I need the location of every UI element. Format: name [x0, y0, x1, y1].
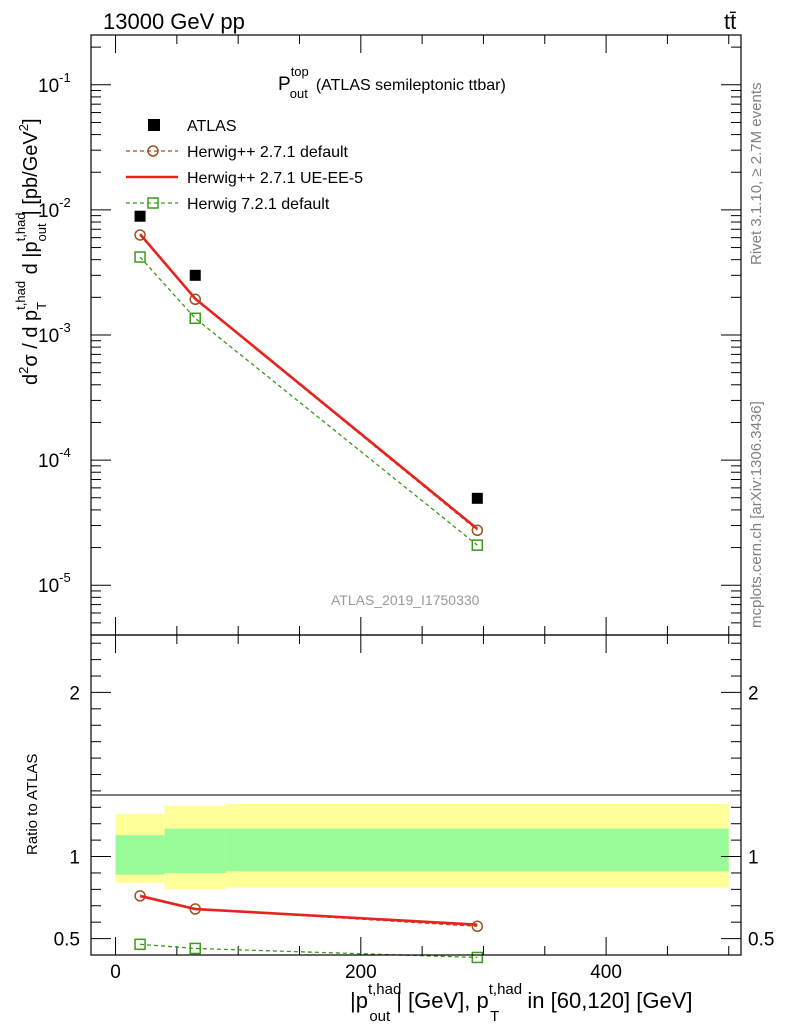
ratio-y-tick-label-right: 0.5 [748, 930, 774, 951]
x-tick-labels: 0 200 400 [110, 962, 622, 983]
main-y-tick-labels: 10-5 10-4 10-3 10-2 10-1 [38, 70, 71, 597]
plot-title-sup: top [291, 64, 309, 79]
y-axis-title-ratio: Ratio to ATLAS [24, 754, 41, 855]
main-herwig7-point-0 [134, 251, 146, 263]
main-herwig7-line [139, 256, 478, 546]
band-inner-0 [115, 835, 165, 875]
header-process: 13000 GeV pp [103, 9, 245, 34]
legend-marker-atlas [148, 119, 160, 131]
ratio-y-tick-label-left: 0.5 [54, 930, 80, 951]
main-herwig7-point-2 [471, 539, 484, 551]
main-axis-ticks [91, 35, 741, 636]
legend-label-herwigpp_default: Herwig++ 2.7.1 default [187, 144, 349, 161]
band-inner-1 [164, 828, 226, 873]
legend-label-herwig7: Herwig 7.2.1 default [187, 196, 330, 213]
ratio-y-tick-label-right: 2 [748, 683, 759, 704]
x-tick-label: 200 [345, 962, 377, 983]
x-tick-label: 0 [110, 962, 121, 983]
ratio-y-tick-label-left: 1 [69, 848, 80, 869]
plot-title: Ptop out (ATLAS semileptonic ttbar) [278, 64, 506, 101]
x-axis-title: |pt,had out| [GeV], pt,had T in [60,120] [… [350, 981, 693, 1024]
legend-marker-herwig7 [147, 197, 159, 209]
legend-label-herwigpp_ueee5: Herwig++ 2.7.1 UE-EE-5 [187, 170, 363, 187]
main-herwig7-point-1 [189, 312, 201, 325]
legend: ATLAS Herwig++ 2.7.1 default Herwig++ 2.7.… [126, 118, 363, 213]
main-y-tick-label: 10-4 [38, 445, 71, 472]
analysis-watermark: ATLAS_2019_I1750330 [331, 592, 480, 608]
ratio-herwig7-point-2 [471, 951, 484, 964]
ratio-herwig7-point-0 [134, 938, 146, 951]
ratio-herwig7-point-1 [189, 942, 201, 955]
main-atlas-point-1 [189, 269, 201, 281]
main-series-group [134, 210, 484, 551]
main-atlas-point-2 [471, 492, 483, 504]
ratio-herwigpp_ueee5-line [139, 894, 478, 926]
plot-title-rest: (ATLAS semileptonic ttbar) [316, 77, 506, 94]
main-atlas-point-0 [134, 210, 146, 222]
ratio-plot-frame [90, 634, 742, 956]
legend-label-atlas: ATLAS [187, 118, 237, 135]
main-herwigpp_default-point-1 [189, 293, 201, 306]
ratio-y-tick-label-left: 2 [69, 683, 80, 704]
main-herwigpp_default-point-0 [134, 229, 146, 241]
header-final-state: tt̄ [724, 9, 736, 34]
band-inner-2 [225, 828, 729, 872]
ratio-y-tick-label-right: 1 [748, 848, 759, 869]
mcplots-label: mcplots.cern.ch [arXiv:1306.3436] [748, 401, 765, 628]
ratio-herwigpp_default-point-2 [471, 920, 484, 933]
rivet-version-label: Rivet 3.1.10, ≥ 2.7M events [748, 83, 765, 266]
y-axis-title-main: d2σ / d pt,had T d |pt,had out| [pb/GeV2] [13, 118, 49, 385]
ratio-axis-ticks [91, 635, 741, 956]
main-y-tick-label: 10-1 [38, 70, 71, 97]
main-herwigpp_ueee5-line [139, 233, 479, 530]
main-herwigpp_default-point-2 [471, 524, 484, 537]
main-y-tick-label: 10-2 [38, 195, 71, 222]
ratio-y-tick-labels: 0.5 0.5 1 1 2 2 [54, 683, 775, 950]
main-y-tick-label: 10-5 [38, 570, 71, 597]
ratio-uncertainty-bands [115, 804, 729, 890]
legend-marker-herwigpp_default [147, 145, 159, 157]
ratio-series-group [134, 890, 484, 964]
plot-title-sub: out [290, 86, 308, 101]
main-y-tick-label: 10-3 [38, 320, 71, 347]
x-tick-label: 400 [590, 962, 622, 983]
plot-title-symbol: P [278, 74, 291, 95]
